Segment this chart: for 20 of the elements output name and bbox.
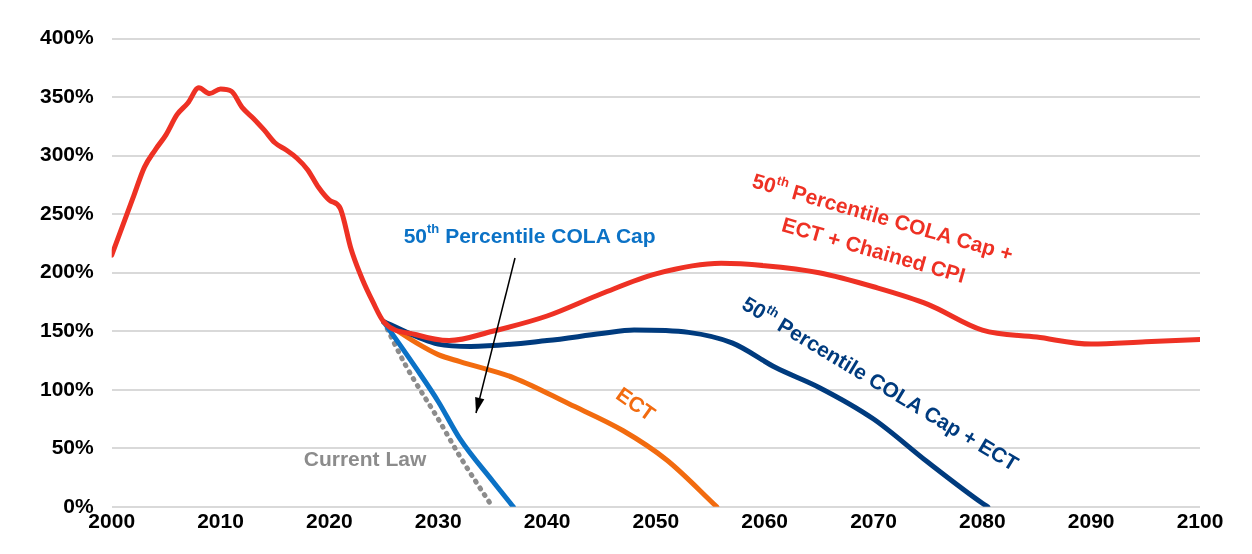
x-tick-label: 2060 [741,509,789,533]
y-tick-label: 100% [39,376,95,400]
y-tick-label: 50% [51,435,95,459]
x-tick-label: 2010 [197,509,244,533]
x-tick-label: 2080 [958,509,1006,533]
x-tick-label: 2040 [523,509,571,533]
y-tick-label: 200% [39,259,95,283]
x-tick-label: 2070 [850,509,897,533]
x-tick-label: 2100 [1176,509,1224,533]
y-tick-label: 250% [39,200,95,224]
text: ECT [612,382,660,426]
y-tick-label: 300% [39,142,95,166]
x-tick-label: 2020 [306,509,353,533]
x-tick-label: 2030 [414,509,462,533]
x-tick-label: 2090 [1067,509,1115,533]
y-tick-label: 350% [39,83,95,107]
y-tick-label: 150% [39,318,95,342]
series-label: Current Law [303,446,427,470]
x-tick-label: 2050 [632,509,680,533]
y-tick-label: 400% [39,25,95,49]
